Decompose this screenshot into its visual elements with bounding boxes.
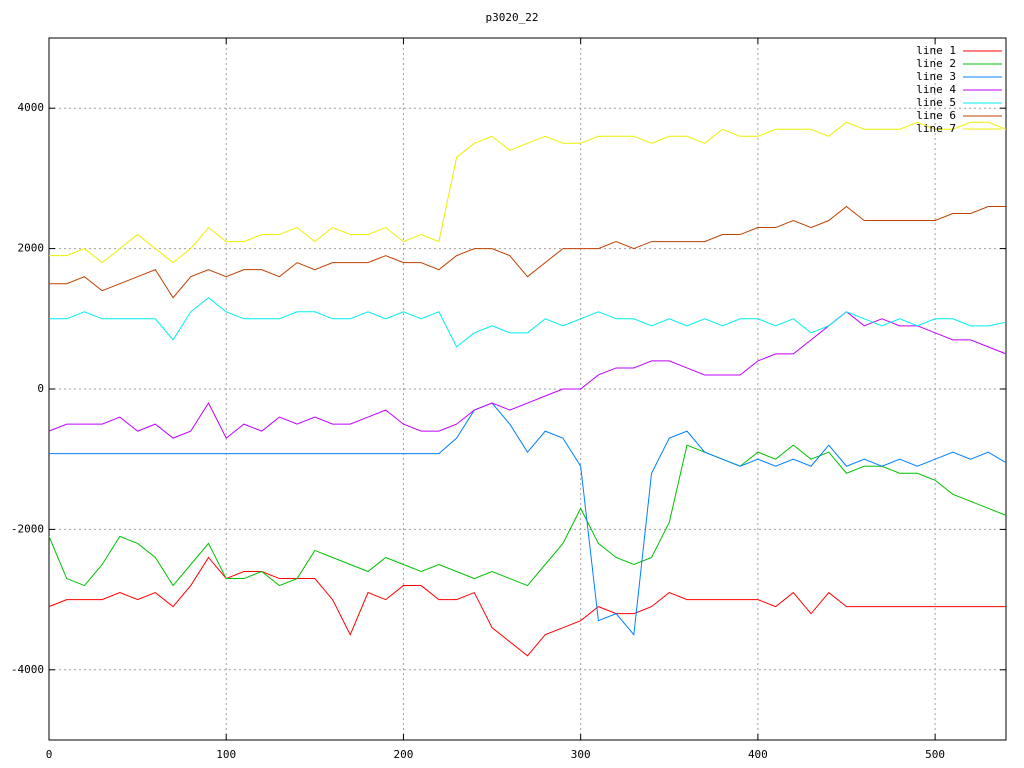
x-tick-label: 500 <box>925 748 945 761</box>
y-tick-label: -4000 <box>11 663 44 676</box>
x-tick-label: 200 <box>394 748 414 761</box>
data-line <box>48 556 1006 657</box>
y-tick-label: 2000 <box>18 242 45 255</box>
plot-border <box>48 37 1007 741</box>
y-tick-label: 4000 <box>18 101 45 114</box>
legend-label: line 5 <box>916 96 956 109</box>
chart-title: p3020_22 <box>486 11 539 24</box>
x-tick-label: 400 <box>748 748 768 761</box>
x-tick-label: 0 <box>46 748 53 761</box>
y-tick-label: 0 <box>37 382 44 395</box>
legend-label: line 4 <box>916 83 956 96</box>
legend-label: line 1 <box>916 44 956 57</box>
legend-label: line 6 <box>916 109 956 122</box>
legend-label: line 7 <box>916 122 956 135</box>
data-line <box>49 121 1007 264</box>
data-line <box>48 311 1007 439</box>
x-tick-label: 300 <box>571 748 591 761</box>
y-tick-label: -2000 <box>11 522 44 535</box>
data-line <box>49 297 1007 348</box>
x-tick-label: 100 <box>216 748 236 761</box>
data-line <box>49 205 1006 299</box>
data-line <box>49 402 1007 636</box>
legend-label: line 3 <box>916 70 956 83</box>
data-line <box>48 444 1007 587</box>
legend-label: line 2 <box>916 57 956 70</box>
